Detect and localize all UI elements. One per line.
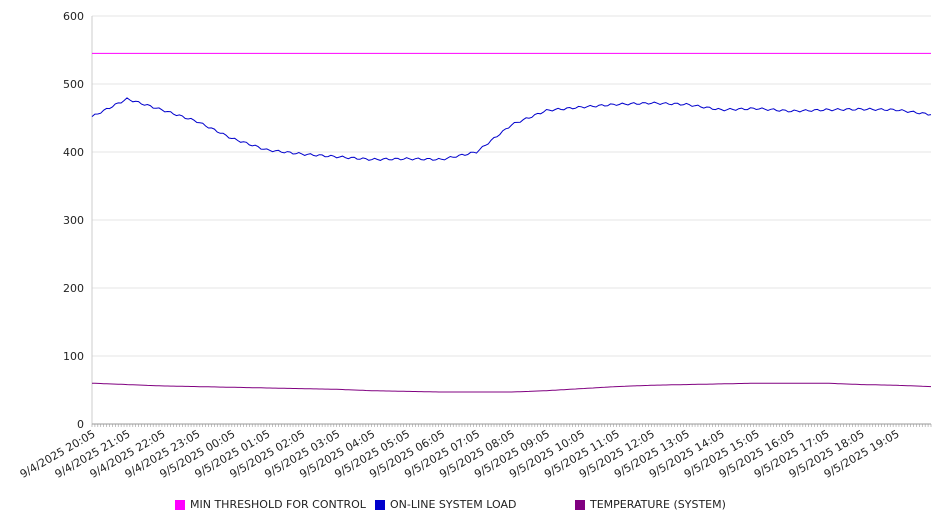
y-tick-label: 400	[63, 146, 84, 159]
legend: MIN THRESHOLD FOR CONTROL ON-LINE SYSTEM…	[0, 498, 946, 514]
y-tick-label: 300	[63, 214, 84, 227]
legend-swatch-icon	[375, 499, 385, 510]
gridlines	[92, 15, 931, 357]
x-tick-labels: 9/4/2025 20:059/4/2025 21:059/4/2025 22:…	[18, 427, 902, 481]
legend-item-system-load: ON-LINE SYSTEM LOAD	[375, 498, 516, 511]
y-tick-label: 100	[63, 350, 84, 363]
legend-item-min-threshold: MIN THRESHOLD FOR CONTROL	[175, 498, 366, 511]
y-tick-label: 200	[63, 282, 84, 295]
y-tick-label: 500	[63, 78, 84, 91]
y-tick-label: 0	[77, 418, 84, 431]
y-tick-label: 600	[63, 10, 84, 23]
legend-swatch-icon	[575, 499, 585, 510]
y-tick-labels: 0 100 200 300 400 500 600	[63, 10, 84, 431]
series-lines	[91, 52, 932, 393]
legend-label: MIN THRESHOLD FOR CONTROL	[190, 498, 366, 511]
series-line	[91, 97, 932, 161]
series-line	[91, 382, 932, 393]
legend-label: ON-LINE SYSTEM LOAD	[390, 498, 517, 511]
axes	[91, 16, 932, 427]
legend-label: TEMPERATURE (SYSTEM)	[590, 498, 726, 511]
legend-swatch-icon	[175, 499, 185, 510]
legend-item-temperature: TEMPERATURE (SYSTEM)	[575, 498, 726, 511]
